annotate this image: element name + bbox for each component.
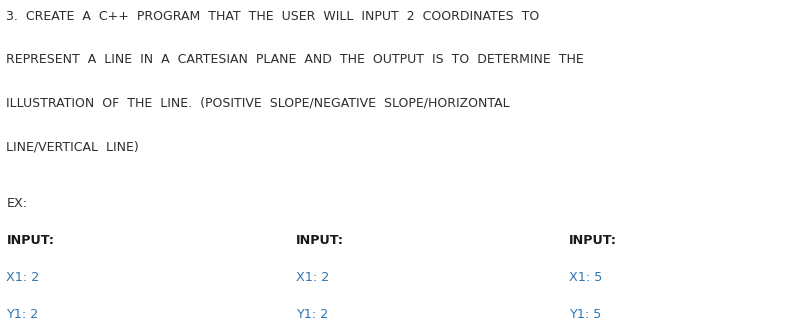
Text: EX:: EX: [6,197,27,210]
Text: X1: 2: X1: 2 [6,271,40,284]
Text: REPRESENT  A  LINE  IN  A  CARTESIAN  PLANE  AND  THE  OUTPUT  IS  TO  DETERMINE: REPRESENT A LINE IN A CARTESIAN PLANE AN… [6,53,584,66]
Text: INPUT:: INPUT: [6,234,54,247]
Text: LINE/VERTICAL  LINE): LINE/VERTICAL LINE) [6,141,139,153]
Text: Y1: 2: Y1: 2 [296,308,328,321]
Text: X1: 2: X1: 2 [296,271,330,284]
Text: Y1: 5: Y1: 5 [569,308,601,321]
Text: ILLUSTRATION  OF  THE  LINE.  (POSITIVE  SLOPE/NEGATIVE  SLOPE/HORIZONTAL: ILLUSTRATION OF THE LINE. (POSITIVE SLOP… [6,97,510,110]
Text: INPUT:: INPUT: [569,234,617,247]
Text: INPUT:: INPUT: [296,234,344,247]
Text: X1: 5: X1: 5 [569,271,602,284]
Text: Y1: 2: Y1: 2 [6,308,38,321]
Text: 3.  CREATE  A  C++  PROGRAM  THAT  THE  USER  WILL  INPUT  2  COORDINATES  TO: 3. CREATE A C++ PROGRAM THAT THE USER WI… [6,10,540,23]
